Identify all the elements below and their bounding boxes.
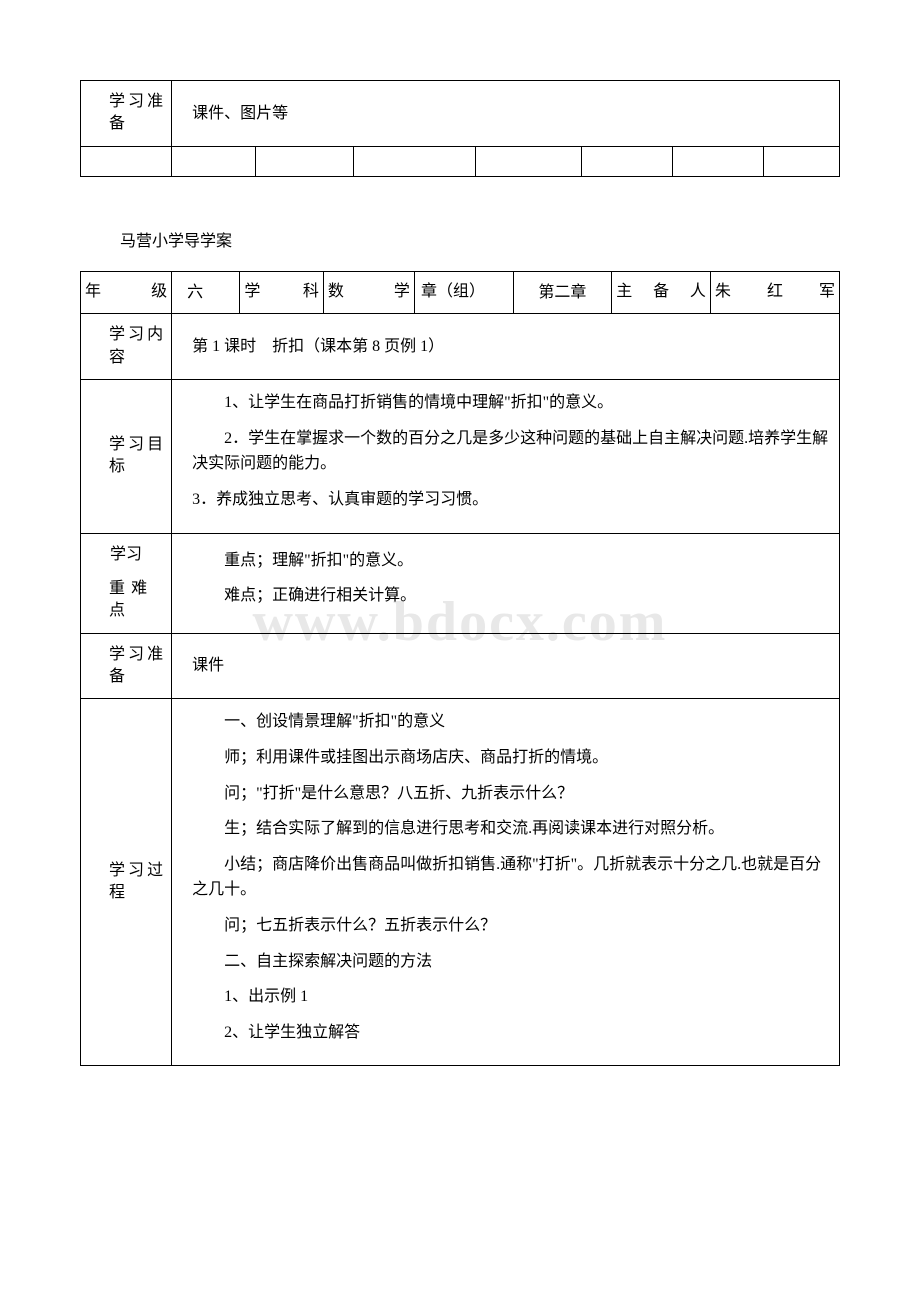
- process-label: 学习过程: [81, 699, 172, 1066]
- table1-row-prep: 学习准备 课件、图片等: [81, 81, 840, 147]
- hdr-subject-label: 学科: [240, 271, 323, 314]
- key-label-line2: 重难点: [87, 578, 165, 623]
- table-one: 学习准备 课件、图片等: [80, 80, 840, 177]
- table2-prep-row: 学习准备 课件: [81, 633, 840, 699]
- key-line1: 重点；理解"折扣"的意义。: [192, 548, 831, 574]
- process-line2: 师；利用课件或挂图出示商场店庆、商品打折的情境。: [192, 745, 831, 771]
- empty-cell: [81, 146, 172, 176]
- empty-cell: [475, 146, 581, 176]
- key-content: 重点；理解"折扣"的意义。 难点；正确进行相关计算。: [172, 533, 840, 633]
- table2-content-row: 学习内容 第 1 课时 折扣（课本第 8 页例 1）: [81, 314, 840, 380]
- table2-key-row: 学习 重难点 重点；理解"折扣"的意义。 难点；正确进行相关计算。: [81, 533, 840, 633]
- table1-prep-label: 学习准备: [81, 81, 172, 147]
- hdr-grade-value: 六: [172, 271, 240, 314]
- process-content: 一、创设情景理解"折扣"的意义 师；利用课件或挂图出示商场店庆、商品打折的情境。…: [172, 699, 840, 1066]
- goals-line2: 2．学生在掌握求一个数的百分之几是多少这种问题的基础上自主解决问题.培养学生解决…: [192, 426, 831, 477]
- goals-line1: 1、让学生在商品打折销售的情境中理解"折扣"的意义。: [192, 390, 831, 416]
- hdr-chapter-value: 第二章: [513, 271, 612, 314]
- table2-header-row: 年级 六 学科 数学 章（组） 第二章 主备人 朱红军: [81, 271, 840, 314]
- table2-goals-row: 学习目标 1、让学生在商品打折销售的情境中理解"折扣"的意义。 2．学生在掌握求…: [81, 380, 840, 533]
- hdr-preparer-label: 主备人: [612, 271, 711, 314]
- hdr-grade-label: 年级: [81, 271, 172, 314]
- empty-cell: [354, 146, 475, 176]
- page-content: 学习准备 课件、图片等 马营小学导学案: [80, 80, 840, 1066]
- process-line6: 问；七五折表示什么？五折表示什么？: [192, 913, 831, 939]
- key-line2: 难点；正确进行相关计算。: [192, 583, 831, 609]
- content-value-cell: 第 1 课时 折扣（课本第 8 页例 1）: [172, 314, 840, 380]
- process-line3: 问；"打折"是什么意思？八五折、九折表示什么？: [192, 781, 831, 807]
- prep-label: 学习准备: [81, 633, 172, 699]
- table1-empty-row: [81, 146, 840, 176]
- empty-cell: [764, 146, 840, 176]
- empty-cell: [255, 146, 354, 176]
- prep-content-cell: 课件: [172, 633, 840, 699]
- table1-prep-content: 课件、图片等: [172, 81, 840, 147]
- empty-cell: [172, 146, 255, 176]
- content-label: 学习内容: [81, 314, 172, 380]
- goals-content: 1、让学生在商品打折销售的情境中理解"折扣"的意义。 2．学生在掌握求一个数的百…: [172, 380, 840, 533]
- empty-cell: [672, 146, 763, 176]
- hdr-subject-value: 数学: [323, 271, 414, 314]
- goals-label: 学习目标: [81, 380, 172, 533]
- prep-value: 课件: [192, 657, 224, 674]
- process-line4: 生；结合实际了解到的信息进行思考和交流.再阅读课本进行对照分析。: [192, 816, 831, 842]
- table2-process-row: 学习过程 一、创设情景理解"折扣"的意义 师；利用课件或挂图出示商场店庆、商品打…: [81, 699, 840, 1066]
- process-line9: 2、让学生独立解答: [192, 1020, 831, 1046]
- table-two: 年级 六 学科 数学 章（组） 第二章 主备人 朱红军 学习内容 第 1 课时 …: [80, 271, 840, 1067]
- key-label-line1: 学习: [87, 544, 165, 566]
- process-line5: 小结；商店降价出售商品叫做折扣销售.通称"打折"。几折就表示十分之几.也就是百分…: [192, 852, 831, 903]
- process-line8: 1、出示例 1: [192, 984, 831, 1010]
- key-label: 学习 重难点: [81, 533, 172, 633]
- process-line1: 一、创设情景理解"折扣"的意义: [192, 709, 831, 735]
- goals-line3: 3．养成独立思考、认真审题的学习习惯。: [192, 487, 831, 513]
- hdr-chapter-label: 章（组）: [414, 271, 513, 314]
- table1-prep-text: 课件、图片等: [192, 105, 288, 122]
- hdr-preparer-value: 朱红军: [710, 271, 839, 314]
- content-value: 第 1 课时 折扣（课本第 8 页例 1）: [192, 338, 444, 355]
- process-line7: 二、自主探索解决问题的方法: [192, 949, 831, 975]
- inter-title: 马营小学导学案: [120, 227, 840, 251]
- empty-cell: [581, 146, 672, 176]
